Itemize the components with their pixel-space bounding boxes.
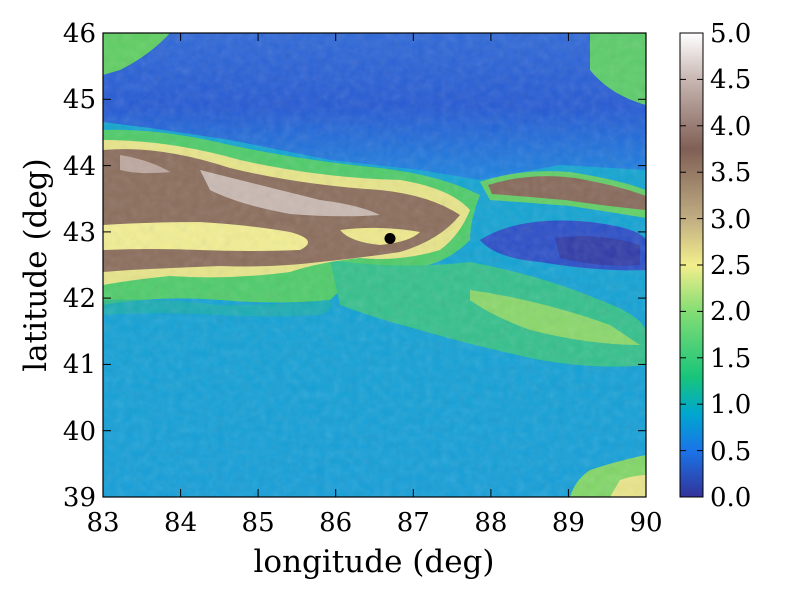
- colorbar-tick-label: 4.0: [710, 112, 751, 142]
- colorbar-tick-label: 5.0: [710, 19, 751, 49]
- y-tick-label: 39: [63, 483, 96, 513]
- y-tick-label: 40: [63, 417, 96, 447]
- y-tick-label: 46: [63, 19, 96, 49]
- colorbar-tick-label: 0.5: [710, 437, 751, 467]
- x-tick-label: 89: [552, 508, 585, 538]
- y-tick-label: 41: [63, 350, 96, 380]
- colorbar-tick-label: 3.0: [710, 205, 751, 235]
- x-axis: [102, 33, 569, 497]
- x-axis-label: longitude (deg): [254, 544, 495, 580]
- colorbar-tick-label: 2.0: [710, 297, 751, 327]
- x-tick-label: 90: [629, 508, 662, 538]
- x-tick-label: 85: [242, 508, 275, 538]
- y-tick-label: 43: [63, 218, 96, 248]
- colorbar-tick-label: 1.0: [710, 390, 751, 420]
- colorbar-tick-label: 0.0: [710, 483, 751, 513]
- colorbar-tick-label: 3.5: [710, 158, 751, 188]
- y-tick-label: 42: [63, 284, 96, 314]
- y-axis-label: latitude (deg): [18, 158, 54, 371]
- colorbar-tick-label: 1.5: [710, 344, 751, 374]
- colorbar-tick-label: 4.5: [710, 65, 751, 95]
- x-tick-label: 88: [474, 508, 507, 538]
- plot-frame: [102, 32, 647, 498]
- x-tick-label: 86: [319, 508, 352, 538]
- elevation-map: [103, 33, 646, 497]
- y-tick-label: 44: [63, 152, 96, 182]
- y-axis: [103, 98, 646, 432]
- location-marker: [384, 233, 396, 244]
- colorbar-tick-label: 2.5: [710, 251, 751, 281]
- x-tick-label: 87: [397, 508, 430, 538]
- colorbar: 0.0 0.5 1.0 1.5 2.0 2.5 3.0 3.5 4.0 4.5 …: [679, 19, 751, 513]
- y-tick-label: 45: [63, 85, 96, 115]
- x-tick-label: 83: [86, 508, 119, 538]
- x-tick-label: 84: [164, 508, 197, 538]
